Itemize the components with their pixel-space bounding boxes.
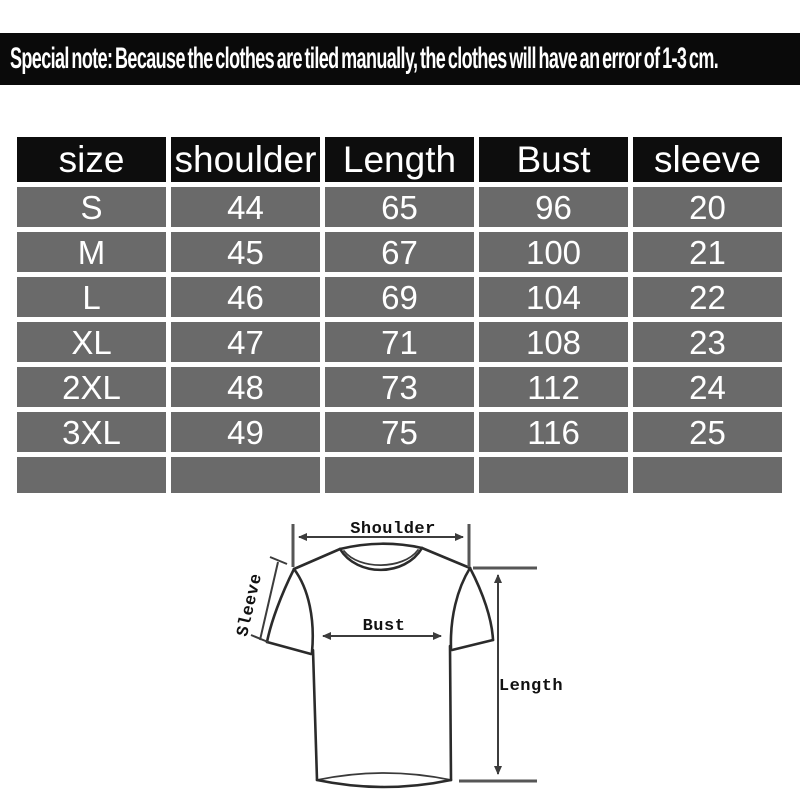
length-dimension-label: Length xyxy=(499,677,563,696)
size-cell: L xyxy=(17,277,166,317)
length-measure: Length xyxy=(459,566,563,783)
special-note-text: Special note: Because the clothes are ti… xyxy=(10,42,719,75)
bust-cell: 112 xyxy=(479,367,628,407)
bust-dimension-label: Bust xyxy=(363,617,406,636)
sleeve-dimension-label: Sleeve xyxy=(234,572,267,639)
shoulder-measure: Shoulder xyxy=(291,520,471,567)
column-header-sleeve: sleeve xyxy=(633,137,782,182)
empty-cell xyxy=(479,457,628,493)
bust-measure: Bust xyxy=(322,617,442,640)
bust-cell: 116 xyxy=(479,412,628,452)
length-cell: 65 xyxy=(325,187,474,227)
empty-cell xyxy=(325,457,474,493)
sleeve-cell: 20 xyxy=(633,187,782,227)
sleeve-cell: 22 xyxy=(633,277,782,317)
empty-cell xyxy=(171,457,320,493)
table-row-s: S 44 65 96 20 xyxy=(17,187,782,227)
table-row-m: M 45 67 100 21 xyxy=(17,232,782,272)
size-cell: 2XL xyxy=(17,367,166,407)
column-header-length: Length xyxy=(325,137,474,182)
size-cell: 3XL xyxy=(17,412,166,452)
table-row-3xl: 3XL 49 75 116 25 xyxy=(17,412,782,452)
shoulder-dimension-label: Shoulder xyxy=(350,520,436,539)
empty-cell xyxy=(17,457,166,493)
bust-cell: 100 xyxy=(479,232,628,272)
shoulder-cell: 47 xyxy=(171,322,320,362)
column-header-size: size xyxy=(17,137,166,182)
size-cell: XL xyxy=(17,322,166,362)
length-cell: 73 xyxy=(325,367,474,407)
size-chart-table: size shoulder Length Bust sleeve S 44 65… xyxy=(12,132,787,498)
tshirt-outline-drawing xyxy=(265,542,495,789)
table-row-xl: XL 47 71 108 23 xyxy=(17,322,782,362)
bust-cell: 108 xyxy=(479,322,628,362)
shoulder-cell: 48 xyxy=(171,367,320,407)
length-cell: 67 xyxy=(325,232,474,272)
sleeve-cell: 23 xyxy=(633,322,782,362)
sleeve-cell: 21 xyxy=(633,232,782,272)
size-cell: S xyxy=(17,187,166,227)
sleeve-measure: Sleeve xyxy=(234,556,288,643)
shoulder-cell: 49 xyxy=(171,412,320,452)
table-row-l: L 46 69 104 22 xyxy=(17,277,782,317)
empty-cell xyxy=(633,457,782,493)
sleeve-cell: 24 xyxy=(633,367,782,407)
bust-cell: 104 xyxy=(479,277,628,317)
length-cell: 69 xyxy=(325,277,474,317)
shoulder-cell: 44 xyxy=(171,187,320,227)
empty-row xyxy=(17,457,782,493)
header-row: size shoulder Length Bust sleeve xyxy=(17,137,782,182)
column-header-shoulder: shoulder xyxy=(171,137,320,182)
table-row-2xl: 2XL 48 73 112 24 xyxy=(17,367,782,407)
column-header-bust: Bust xyxy=(479,137,628,182)
special-note-banner: Special note: Because the clothes are ti… xyxy=(0,33,800,85)
shoulder-cell: 46 xyxy=(171,277,320,317)
length-cell: 71 xyxy=(325,322,474,362)
shoulder-cell: 45 xyxy=(171,232,320,272)
length-cell: 75 xyxy=(325,412,474,452)
bust-cell: 96 xyxy=(479,187,628,227)
size-cell: M xyxy=(17,232,166,272)
sleeve-cell: 25 xyxy=(633,412,782,452)
